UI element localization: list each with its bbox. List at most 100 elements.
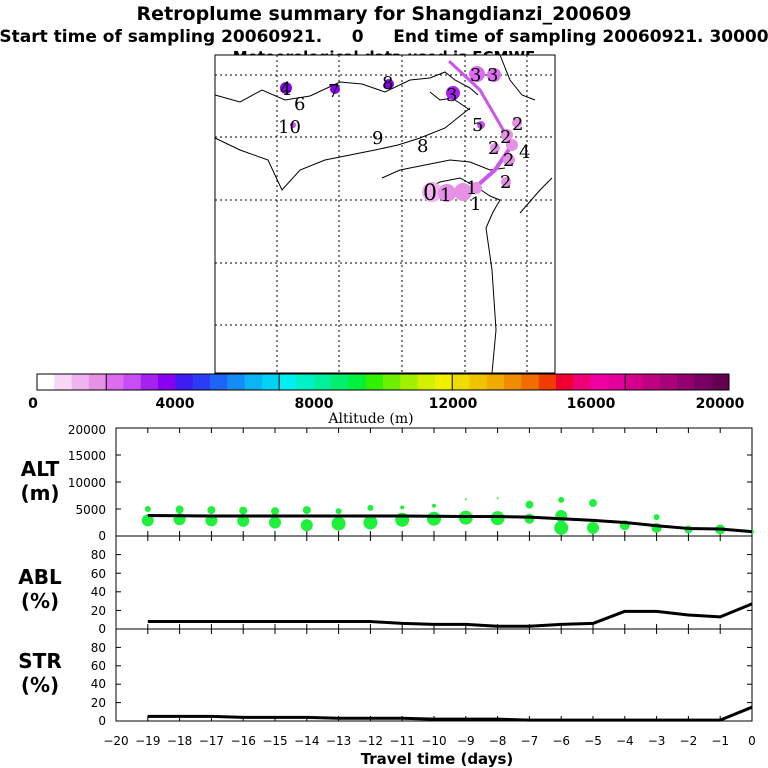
trajectory-map: 4 6 7 8 10 9 8 3 3 3 5 2 2 2 2 4 2 0 1 1… [214, 54, 556, 374]
alt-cluster-point [144, 506, 151, 512]
day-label: 2 [512, 114, 523, 135]
colorbar-cell [192, 374, 211, 390]
colorbar-cell [625, 374, 643, 390]
x-tick-label: 0 [748, 734, 756, 748]
alt-panel-label: ALT [21, 457, 60, 481]
colorbar-cell [590, 374, 609, 390]
cluster-marker [503, 154, 515, 166]
str-panel-frame [115, 628, 753, 722]
altitude-colorbar: 0 4000 8000 12000 16000 20000 Altitude (… [28, 373, 745, 427]
colorbar-cell [123, 374, 142, 390]
colorbar-cell [175, 374, 194, 390]
day-label: 4 [280, 79, 291, 100]
x-tick-label: −18 [167, 734, 192, 748]
x-tick-label: −11 [390, 734, 415, 748]
colorbar-cell [296, 374, 315, 390]
x-tick-label: −7 [521, 734, 539, 748]
alt-y-tick: 10000 [68, 476, 106, 490]
str-y-tick: 60 [91, 659, 106, 673]
alt-y-tick: 5000 [75, 503, 106, 517]
alt-cluster-point [554, 520, 569, 535]
colorbar-tick: 0 [28, 396, 38, 412]
x-tick-label: −8 [489, 734, 507, 748]
colorbar-cell [279, 374, 297, 390]
colorbar-cell [244, 374, 263, 390]
str-series-line [147, 705, 753, 722]
day-label: 2 [488, 138, 499, 159]
day-label: 1 [466, 178, 477, 199]
cluster-marker [438, 184, 456, 202]
colorbar-cell [504, 374, 522, 390]
alt-y-tick: 15000 [68, 449, 106, 463]
str-y-tick: 20 [91, 696, 106, 710]
colorbar-tick: 20000 [696, 396, 745, 412]
abl-panel-frame [115, 535, 753, 630]
abl-y-tick: 40 [91, 585, 106, 599]
colorbar-tick: 4000 [156, 396, 195, 412]
colorbar-cell [452, 374, 470, 390]
day-label: 4 [519, 142, 530, 163]
colorbar-cell [556, 374, 574, 390]
x-tick-label: −13 [326, 734, 351, 748]
cluster-marker [384, 79, 394, 89]
x-tick-label: −16 [231, 734, 256, 748]
x-tick-label: −15 [262, 734, 287, 748]
alt-cluster-point [271, 507, 279, 516]
alt-panel-unit: (m) [20, 481, 59, 505]
alt-cluster-point [175, 505, 184, 514]
x-tick-label: −17 [199, 734, 224, 748]
abl-panel-unit: (%) [21, 589, 59, 613]
colorbar-cell [711, 374, 730, 390]
day-labels: 4 6 7 8 10 9 8 3 3 3 5 2 2 2 2 4 2 0 1 1… [278, 65, 530, 215]
alt-cluster-point [335, 508, 342, 515]
cluster-marker [330, 84, 340, 94]
colorbar-cell [538, 374, 557, 390]
day-label: 6 [294, 94, 305, 115]
alt-cluster-point [237, 514, 250, 527]
alt-cluster-point [496, 497, 499, 500]
day-label: 9 [372, 128, 383, 149]
day-label: 2 [503, 150, 514, 171]
alt-cluster-point [207, 506, 216, 515]
colorbar-cell [417, 374, 436, 390]
colorbar-cells [37, 374, 730, 390]
cluster-marker [290, 122, 296, 128]
colorbar-cell [37, 374, 55, 390]
cluster-marker [487, 68, 501, 82]
coastlines-and-borders [214, 54, 553, 374]
cluster-marker [501, 177, 511, 187]
str-panel-unit: (%) [21, 673, 59, 697]
colorbar-cell [659, 374, 678, 390]
x-tick-label: −2 [680, 734, 698, 748]
day-label: 3 [446, 85, 457, 106]
alt-cluster-point [525, 500, 534, 509]
cluster-marker [501, 129, 513, 141]
alt-cluster-point [367, 504, 374, 511]
alt-cluster-point [589, 499, 597, 508]
colorbar-cell [140, 374, 159, 390]
x-tick-label: −12 [358, 734, 383, 748]
str-y-tick: 80 [91, 641, 106, 655]
abl-y-tick: 80 [91, 548, 106, 562]
alt-cluster-point [269, 516, 281, 529]
x-tick-label: −6 [552, 734, 570, 748]
colorbar-cell [261, 374, 280, 390]
alt-cluster-point [400, 505, 405, 510]
colorbar-cell [210, 374, 228, 390]
x-tick-label: −20 [103, 734, 128, 748]
alt-cluster-point [558, 496, 565, 503]
alt-cluster-points [141, 496, 754, 535]
alt-cluster-point [427, 511, 441, 526]
cluster-marker [506, 139, 518, 151]
day-label: 10 [278, 117, 301, 138]
colorbar-cell [607, 374, 626, 390]
str-panel-label: STR [18, 649, 61, 673]
x-tick-label: −14 [294, 734, 319, 748]
alt-cluster-point [587, 521, 599, 534]
day-label: 1 [440, 185, 451, 206]
colorbar-cell [158, 374, 176, 390]
series-lines [147, 513, 753, 722]
colorbar-cell [434, 374, 453, 390]
x-tick-label: −9 [457, 734, 475, 748]
